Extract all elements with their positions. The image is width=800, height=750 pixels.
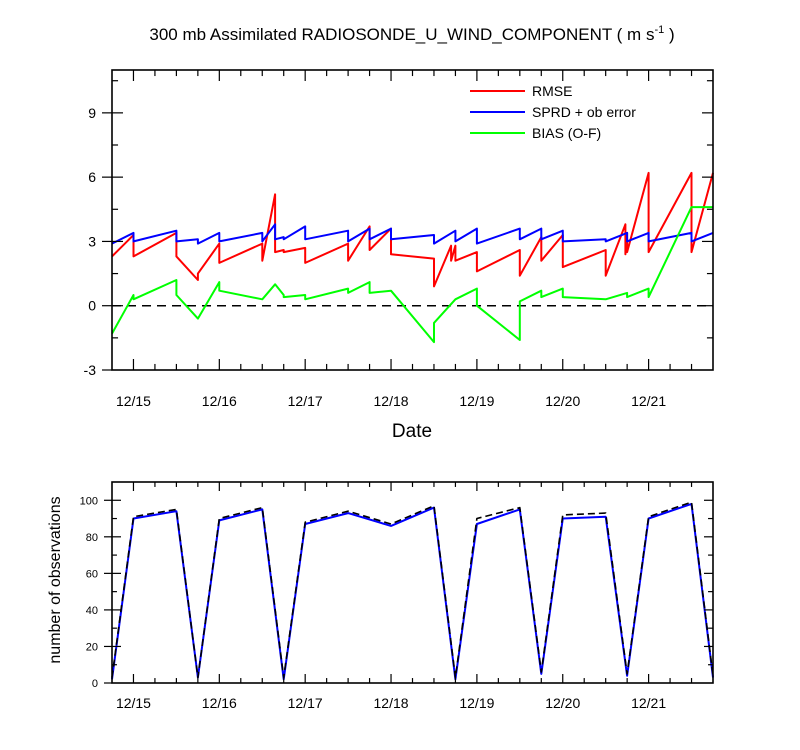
x-tick-label: 12/21 [631, 695, 666, 711]
top-x-tick-labels: 12/15 12/16 12/17 12/18 12/19 12/20 12/21 [116, 393, 666, 409]
y-axis-label: number of observations [47, 496, 64, 663]
y-tick-label: 80 [86, 532, 98, 544]
y-tick-label: 0 [92, 678, 98, 690]
chart-title: 300 mb Assimilated RADIOSONDE_U_WIND_COM… [149, 24, 674, 44]
legend-rmse-label: RMSE [532, 83, 572, 99]
x-tick-label: 12/15 [116, 695, 151, 711]
y-tick-label: 6 [88, 169, 96, 185]
legend-bias-label: BIAS (O-F) [532, 125, 601, 141]
x-tick-label: 12/17 [288, 695, 323, 711]
x-tick-label: 12/18 [374, 393, 409, 409]
y-tick-label: 9 [88, 105, 96, 121]
series-line-sprd-ob-error [111, 223, 714, 245]
bottom-x-tick-labels: 12/15 12/16 12/17 12/18 12/19 12/20 12/21 [116, 695, 666, 711]
y-tick-label: 20 [86, 641, 98, 653]
top-axis-ticks [102, 70, 713, 371]
x-tick-label: 12/16 [202, 393, 237, 409]
x-axis-label: Date [392, 421, 432, 442]
y-tick-label: 100 [80, 495, 98, 507]
y-tick-label: 40 [86, 605, 98, 617]
y-tick-label: 60 [86, 568, 98, 580]
x-tick-label: 12/17 [288, 393, 323, 409]
series-line-rmse [111, 171, 714, 288]
x-tick-label: 12/16 [202, 695, 237, 711]
x-tick-label: 12/20 [545, 695, 580, 711]
legend-sprd-label: SPRD + ob error [532, 104, 636, 120]
x-tick-label: 12/19 [459, 393, 494, 409]
y-tick-label: -3 [84, 362, 97, 378]
x-tick-label: 12/21 [631, 393, 666, 409]
bottom-series-lines [111, 501, 714, 681]
top-y-tick-labels: -3 0 3 6 9 [84, 105, 97, 378]
x-tick-label: 12/19 [459, 695, 494, 711]
legend: RMSE SPRD + ob error BIAS (O-F) [470, 83, 636, 141]
y-tick-label: 0 [88, 298, 96, 314]
x-tick-label: 12/15 [116, 393, 151, 409]
bottom-chart: 12/15 12/16 12/17 12/18 12/19 12/20 12/21 0 20 4… [47, 481, 714, 711]
series-line-bias-o-f [111, 206, 713, 344]
series-line-possible [111, 501, 714, 679]
y-tick-label: 3 [88, 233, 96, 249]
x-tick-label: 12/20 [545, 393, 580, 409]
top-chart: 12/15 12/16 12/17 12/18 12/19 12/20 12/21 -3 0 3… [84, 69, 714, 442]
bottom-axis-ticks [104, 482, 713, 684]
bottom-y-tick-labels: 0 20 40 60 80 100 [80, 495, 98, 690]
series-line-used [111, 502, 714, 681]
x-tick-label: 12/18 [374, 695, 409, 711]
top-series-lines [111, 171, 714, 344]
